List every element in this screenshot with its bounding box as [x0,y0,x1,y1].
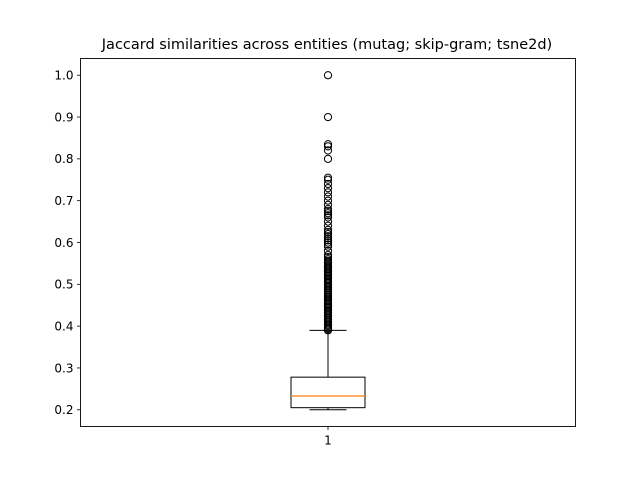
outlier-point-52 [323,253,333,262]
outlier-point-60 [323,232,333,241]
axes-frame [80,58,576,427]
y-tick-label-1: 0.3 [54,361,73,375]
chart-title: Jaccard similarities across entities (mu… [101,37,552,53]
outlier-point-80 [323,146,333,155]
outlier-point-56 [323,240,333,249]
y-axis: 0.2 0.3 0.4 0.5 0.6 0.7 0.8 0.9 1.0 [54,69,81,417]
y-tick-label-3: 0.5 [54,278,73,292]
outlier-point-66 [323,213,333,222]
outlier-point-81 [323,142,333,151]
outlier-point-71 [323,200,333,209]
outlier-point-70 [323,204,333,214]
outlier-point-83 [323,112,333,122]
outlier-point-73 [323,192,333,201]
x-axis: 1 [324,426,332,448]
outlier-point-75 [323,184,333,193]
outlier-point-58 [323,236,333,245]
y-tick-label-7: 0.9 [54,110,73,124]
outlier-points [323,71,333,335]
y-tick-label-4: 0.6 [54,236,73,250]
outlier-point-77 [323,175,333,184]
iqr-box [290,376,366,409]
outlier-point-68 [323,209,333,218]
outlier-point-54 [323,246,333,255]
outlier-point-53 [323,250,333,260]
outlier-point-82 [323,140,333,149]
outlier-point-64 [323,221,333,230]
y-tick-label-6: 0.8 [54,152,73,166]
outlier-point-76 [323,179,333,189]
outlier-point-69 [323,207,333,216]
outlier-point-59 [323,234,333,243]
outlier-point-72 [323,196,333,205]
outlier-point-63 [323,225,333,235]
outlier-point-55 [323,242,333,251]
y-tick-label-0: 0.2 [54,403,73,417]
outlier-point-78 [323,173,333,182]
outlier-point-51 [323,255,333,264]
outlier-point-61 [323,230,333,239]
y-tick-label-5: 0.7 [54,194,73,208]
outlier-point-62 [323,227,333,237]
outlier-point-74 [323,188,333,197]
box-1 [290,329,366,411]
outlier-point-84 [323,71,333,80]
outlier-point-79 [323,154,333,163]
outlier-point-57 [323,238,333,247]
y-tick-label-2: 0.4 [54,319,73,333]
outlier-point-65 [323,217,333,226]
x-tick-label-0: 1 [324,434,332,448]
y-tick-label-8: 1.0 [54,69,73,83]
outlier-point-67 [323,211,333,220]
